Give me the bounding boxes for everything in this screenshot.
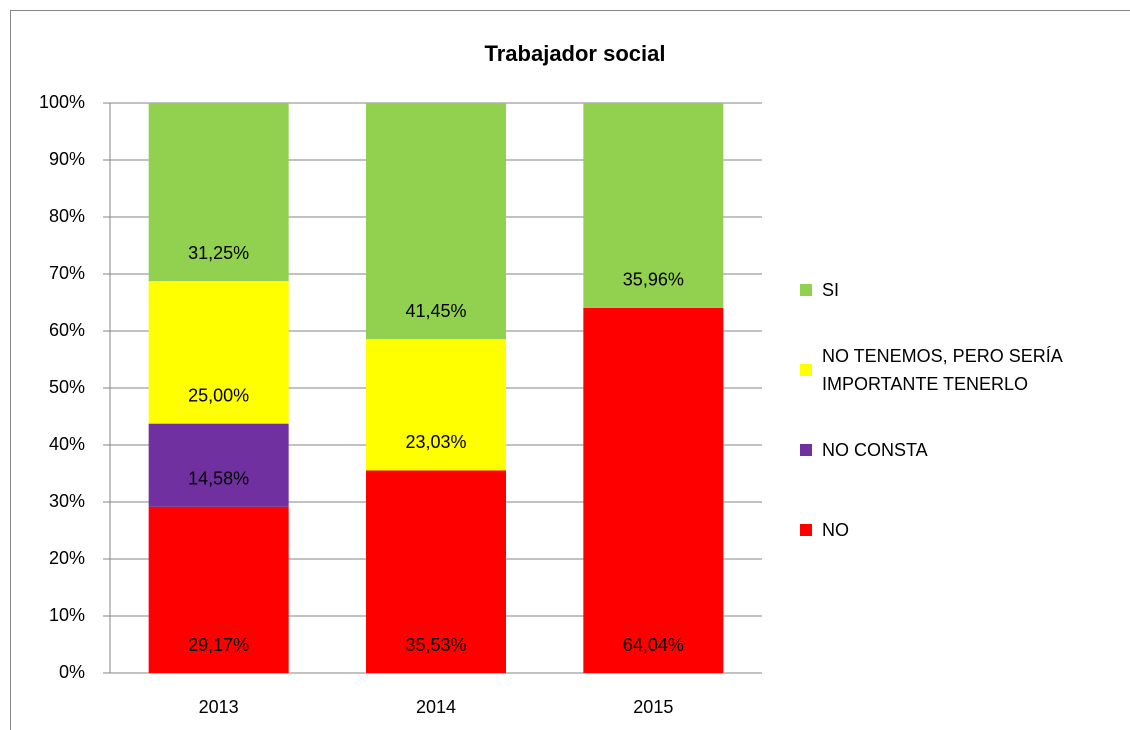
bar-segment: [366, 470, 506, 673]
data-label: 25,00%: [188, 385, 249, 405]
x-tick-label: 2014: [416, 697, 456, 717]
legend-swatch: [800, 284, 812, 296]
bar-segment: [148, 506, 289, 673]
bar-segment: [366, 339, 506, 471]
legend-swatch: [800, 524, 812, 536]
bar-segment: [148, 423, 289, 507]
y-tick-label: 30%: [49, 491, 85, 511]
legend-label: NO CONSTA: [822, 440, 928, 460]
legend-label: NO TENEMOS, PERO SERÍA IMPORTANTE TENERL…: [822, 346, 1062, 394]
y-tick-label: 70%: [49, 263, 85, 283]
legend-label: NO: [822, 520, 849, 540]
data-label: 64,04%: [623, 635, 684, 655]
data-label: 23,03%: [405, 432, 466, 452]
legend-swatch: [800, 364, 812, 376]
bar-segment: [148, 281, 289, 424]
bar-segment: [583, 103, 724, 308]
legend: SI NO TENEMOS, PERO SERÍA IMPORTANTE TENE…: [800, 250, 1100, 570]
bar-segment: [583, 307, 724, 673]
y-tick-label: 20%: [49, 548, 85, 568]
legend-item: NO TENEMOS, PERO SERÍA IMPORTANTE TENERL…: [800, 330, 1100, 410]
y-tick-label: 40%: [49, 434, 85, 454]
y-tick-label: 50%: [49, 377, 85, 397]
legend-swatch: [800, 444, 812, 456]
data-label: 35,53%: [405, 635, 466, 655]
data-label: 14,58%: [188, 468, 249, 488]
data-label: 29,17%: [188, 635, 249, 655]
legend-item: SI: [800, 250, 1100, 330]
data-label: 41,45%: [405, 301, 466, 321]
legend-label: SI: [822, 280, 840, 300]
y-tick-label: 60%: [49, 320, 85, 340]
y-tick-label: 80%: [49, 206, 85, 226]
y-tick-label: 90%: [49, 149, 85, 169]
chart-title: Trabajador social: [485, 41, 666, 66]
bar-segment: [366, 102, 506, 340]
legend-item: NO CONSTA: [800, 410, 1100, 490]
y-tick-label: 10%: [49, 605, 85, 625]
bar-segment: [148, 103, 289, 282]
y-tick-label: 100%: [39, 92, 85, 112]
y-tick-label: 0%: [59, 662, 85, 682]
x-tick-label: 2013: [199, 697, 239, 717]
data-label: 35,96%: [623, 270, 684, 290]
x-tick-label: 2015: [633, 697, 673, 717]
data-label: 31,25%: [188, 243, 249, 263]
legend-item: NO: [800, 490, 1100, 570]
